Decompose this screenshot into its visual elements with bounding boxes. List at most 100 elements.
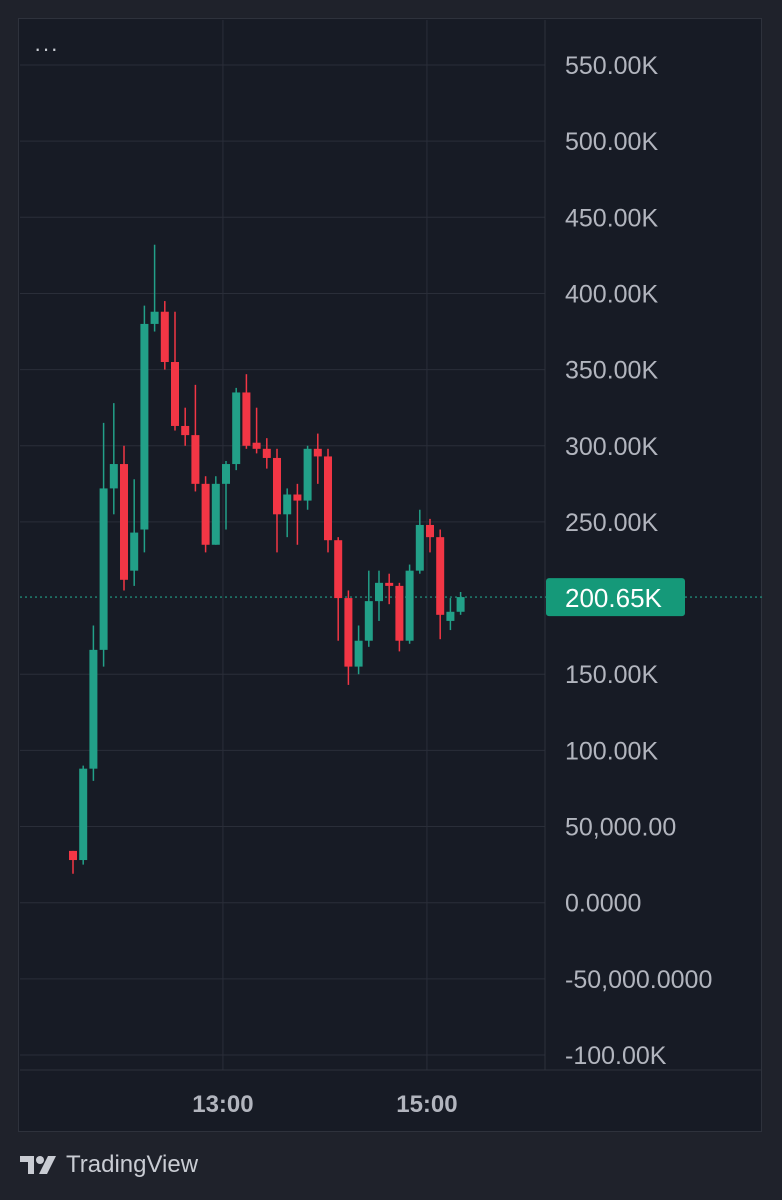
- candle[interactable]: [385, 573, 394, 605]
- candle[interactable]: [252, 407, 261, 454]
- candle[interactable]: [415, 509, 424, 574]
- candle[interactable]: [375, 570, 383, 621]
- candle-body: [415, 524, 424, 571]
- candle-body: [375, 582, 383, 602]
- candle[interactable]: [120, 445, 128, 591]
- candle[interactable]: [79, 765, 88, 865]
- candle[interactable]: [232, 387, 241, 471]
- candle-body: [262, 448, 271, 458]
- candle[interactable]: [293, 483, 302, 545]
- candle[interactable]: [426, 518, 434, 553]
- candle-body: [324, 456, 332, 541]
- candle-body: [171, 362, 179, 426]
- tradingview-branding[interactable]: TradingView: [20, 1150, 198, 1180]
- candle-body: [344, 598, 353, 667]
- candle[interactable]: [334, 537, 343, 641]
- candle[interactable]: [99, 422, 108, 667]
- y-tick-label: 50,000.00: [565, 814, 676, 842]
- candle-body: [191, 435, 200, 484]
- candle[interactable]: [69, 850, 77, 874]
- y-tick-label: 550.00K: [565, 52, 658, 80]
- y-tick-label: 0.0000: [565, 890, 641, 918]
- candle[interactable]: [89, 625, 98, 781]
- y-tick-label: 250.00K: [565, 509, 658, 537]
- candle-body: [293, 494, 302, 501]
- tradingview-wordmark: TradingView: [66, 1151, 199, 1178]
- candle[interactable]: [395, 582, 404, 652]
- candle-body: [211, 483, 220, 545]
- candle[interactable]: [171, 311, 179, 431]
- candle-body: [109, 464, 118, 489]
- candle[interactable]: [405, 564, 414, 644]
- candle-body: [222, 464, 230, 484]
- candle[interactable]: [201, 476, 210, 553]
- candle[interactable]: [354, 625, 363, 675]
- candle[interactable]: [273, 448, 281, 553]
- candle[interactable]: [436, 529, 445, 640]
- y-tick-label: -50,000.0000: [565, 966, 712, 994]
- candle[interactable]: [130, 479, 139, 586]
- tradingview-logo-icon: [20, 1156, 56, 1174]
- candle[interactable]: [364, 570, 373, 647]
- candle[interactable]: [191, 384, 200, 492]
- candle-body: [252, 442, 261, 449]
- candle-body: [283, 494, 292, 515]
- candle[interactable]: [242, 374, 251, 449]
- candle-body: [130, 532, 139, 571]
- chart-frame: [18, 18, 762, 1132]
- candle[interactable]: [222, 461, 230, 530]
- candle-body: [446, 611, 455, 621]
- candle-body: [354, 640, 363, 667]
- candle[interactable]: [344, 590, 353, 685]
- candle[interactable]: [109, 403, 118, 515]
- candle[interactable]: [303, 445, 312, 510]
- y-tick-label: 100.00K: [565, 737, 658, 765]
- last-price-badge: [546, 578, 685, 617]
- candle-body: [160, 311, 169, 362]
- candle-body: [334, 540, 343, 599]
- candle-body: [89, 649, 98, 769]
- candle-body: [150, 311, 159, 324]
- candle-body: [395, 585, 404, 641]
- y-tick-label: 500.00K: [565, 128, 658, 156]
- candle[interactable]: [150, 244, 159, 332]
- time-axis: 13:00 15:00: [192, 1091, 457, 1118]
- candle-body: [140, 323, 149, 530]
- y-tick-label: 300.00K: [565, 433, 658, 461]
- candle-body: [303, 448, 312, 501]
- candle[interactable]: [262, 438, 271, 469]
- candle[interactable]: [313, 433, 322, 484]
- grid-lines: [20, 20, 762, 1071]
- candles: [69, 244, 465, 874]
- candle-body: [436, 537, 445, 615]
- x-tick-label: 15:00: [396, 1091, 457, 1118]
- candle-body: [313, 448, 322, 457]
- candle[interactable]: [324, 448, 332, 553]
- price-axis: 550.00K 500.00K 450.00K 400.00K 350.00K 300.0…: [546, 52, 712, 1070]
- ellipsis-icon[interactable]: ···: [34, 36, 59, 61]
- candle-body: [385, 582, 394, 586]
- candle-body: [79, 768, 88, 861]
- candle-body: [232, 392, 241, 465]
- y-tick-label: 350.00K: [565, 357, 658, 385]
- y-tick-label: -100.00K: [565, 1042, 667, 1070]
- y-tick-label: 450.00K: [565, 204, 658, 232]
- candle-body: [120, 464, 128, 580]
- candle-body: [364, 601, 373, 641]
- candle-body: [69, 850, 77, 861]
- candle-body: [405, 570, 414, 641]
- candle-body: [242, 392, 251, 446]
- candle[interactable]: [211, 476, 220, 545]
- candle[interactable]: [456, 591, 465, 615]
- candle[interactable]: [140, 305, 149, 553]
- y-tick-label: 400.00K: [565, 280, 658, 308]
- candle-body: [456, 597, 465, 612]
- candle-body: [181, 425, 190, 436]
- candle-body: [99, 488, 108, 650]
- candle[interactable]: [446, 598, 455, 631]
- candle-body: [201, 483, 210, 545]
- candle[interactable]: [160, 301, 169, 370]
- candle[interactable]: [181, 407, 190, 446]
- candle[interactable]: [283, 488, 292, 538]
